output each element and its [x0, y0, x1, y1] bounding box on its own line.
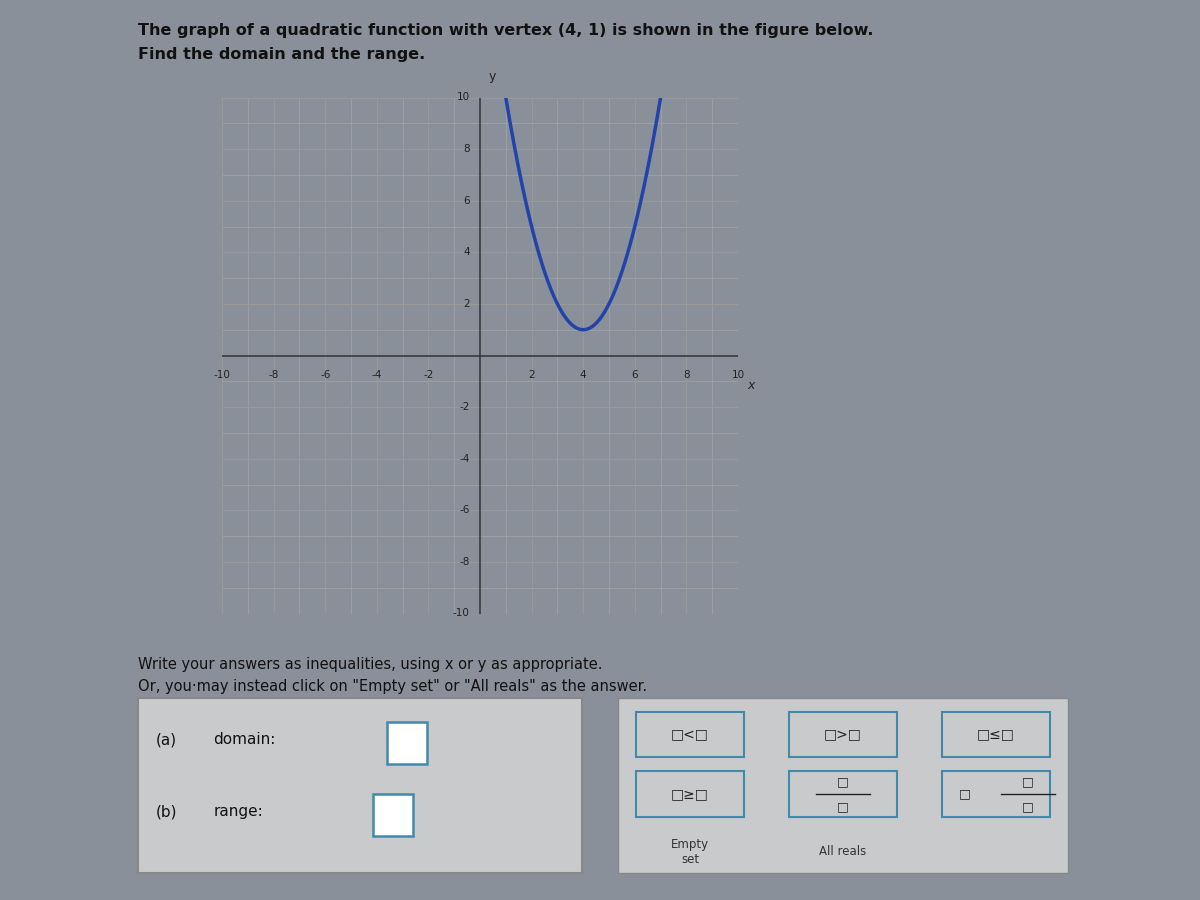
Text: All reals: All reals — [820, 845, 866, 859]
Text: y: y — [490, 70, 497, 84]
FancyBboxPatch shape — [373, 794, 413, 836]
Text: -10: -10 — [214, 370, 230, 380]
Text: 4: 4 — [580, 370, 587, 380]
Text: Or, you·may instead click on "Empty set" or "All reals" as the answer.: Or, you·may instead click on "Empty set"… — [138, 680, 647, 695]
Text: Empty
set: Empty set — [671, 838, 709, 866]
Text: (a): (a) — [156, 732, 176, 747]
Text: The graph of a quadratic function with vertex (4, 1) is shown in the figure belo: The graph of a quadratic function with v… — [138, 22, 874, 38]
Text: Write your answers as inequalities, using x or y as appropriate.: Write your answers as inequalities, usin… — [138, 657, 602, 672]
Text: -6: -6 — [320, 370, 330, 380]
Text: 8: 8 — [683, 370, 690, 380]
Text: 4: 4 — [463, 248, 469, 257]
FancyBboxPatch shape — [636, 771, 744, 817]
Text: 8: 8 — [463, 144, 469, 154]
Text: □≥□: □≥□ — [671, 787, 709, 801]
Text: 2: 2 — [528, 370, 535, 380]
Text: □: □ — [959, 788, 971, 800]
Text: -4: -4 — [460, 454, 469, 464]
Text: □≤□: □≤□ — [977, 727, 1015, 742]
Text: (b): (b) — [156, 804, 178, 819]
Text: -2: -2 — [460, 402, 469, 412]
Text: -2: -2 — [424, 370, 433, 380]
FancyBboxPatch shape — [942, 771, 1050, 817]
Text: range:: range: — [214, 804, 263, 819]
Text: □>□: □>□ — [824, 727, 862, 742]
Text: domain:: domain: — [214, 732, 276, 747]
Text: Find the domain and the range.: Find the domain and the range. — [138, 47, 425, 62]
Text: x: x — [748, 379, 755, 392]
FancyBboxPatch shape — [636, 712, 744, 757]
Text: -8: -8 — [460, 557, 469, 567]
Text: 10: 10 — [732, 370, 744, 380]
Text: 6: 6 — [631, 370, 638, 380]
Text: -10: -10 — [452, 608, 469, 618]
FancyBboxPatch shape — [386, 722, 427, 764]
Text: -6: -6 — [460, 505, 469, 516]
Text: □<□: □<□ — [671, 727, 709, 742]
Text: 2: 2 — [463, 299, 469, 309]
FancyBboxPatch shape — [942, 712, 1050, 757]
FancyBboxPatch shape — [790, 712, 898, 757]
Text: 6: 6 — [463, 195, 469, 206]
FancyBboxPatch shape — [790, 771, 898, 817]
Text: □: □ — [1021, 800, 1033, 813]
Text: □: □ — [838, 775, 848, 788]
Text: □: □ — [1021, 775, 1033, 788]
Text: -4: -4 — [372, 370, 382, 380]
Text: -8: -8 — [269, 370, 278, 380]
Text: □: □ — [838, 800, 848, 813]
Text: 10: 10 — [456, 93, 469, 103]
